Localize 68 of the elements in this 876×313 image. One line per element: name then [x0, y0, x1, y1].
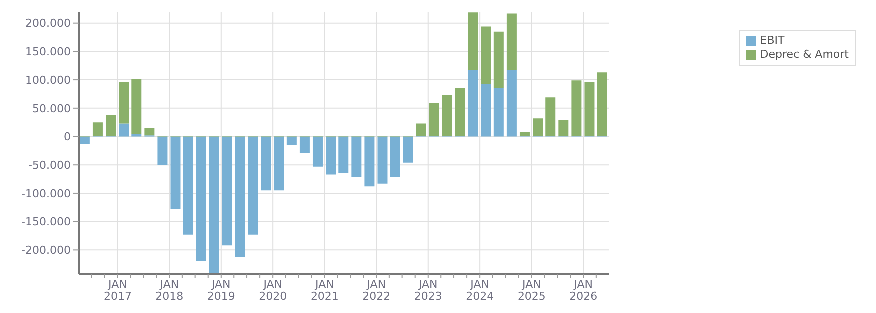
bar	[572, 80, 582, 136]
bar	[106, 115, 116, 136]
bar	[222, 136, 232, 246]
bar	[338, 136, 349, 174]
y-tick-label: 200.000	[26, 17, 71, 30]
bar	[378, 136, 388, 184]
bar	[119, 124, 130, 137]
bar	[300, 136, 310, 154]
x-tick-label: JAN 2020	[259, 278, 288, 303]
x-tick-label: JAN 2019	[207, 278, 236, 303]
bar	[546, 98, 556, 136]
bar	[248, 136, 258, 235]
y-tick-label: 150.000	[26, 46, 71, 59]
bar	[144, 128, 155, 136]
y-tick-label: -100.000	[22, 187, 71, 200]
bar	[119, 82, 130, 124]
bar	[584, 82, 595, 136]
bar	[364, 136, 375, 187]
bar	[455, 88, 466, 136]
bar	[170, 136, 181, 210]
bar	[533, 118, 544, 136]
bar	[558, 120, 569, 136]
bar	[494, 32, 504, 89]
bar	[506, 70, 517, 137]
y-tick-label: -50.000	[28, 159, 71, 172]
bar	[158, 136, 168, 166]
legend-label: EBIT	[759, 34, 786, 48]
bar	[312, 136, 323, 167]
bar	[183, 136, 194, 235]
bar	[235, 136, 246, 258]
bar	[286, 136, 297, 146]
bar	[429, 103, 440, 136]
bar	[442, 95, 452, 136]
x-tick-label: JAN 2022	[362, 278, 391, 303]
x-tick-label: JAN 2023	[414, 278, 442, 303]
bar	[506, 14, 517, 70]
bar	[468, 12, 478, 70]
bar	[196, 136, 206, 261]
x-tick-label: JAN 2026	[570, 278, 598, 303]
bar	[209, 136, 220, 274]
y-tick-label: 100.000	[26, 74, 71, 87]
bar	[494, 88, 504, 137]
bar	[481, 26, 492, 84]
bar	[481, 84, 492, 137]
y-tick-label: 50.000	[32, 102, 71, 116]
bar	[132, 134, 142, 137]
bar	[520, 132, 530, 136]
bar	[326, 136, 336, 175]
bar	[92, 122, 103, 136]
x-tick-label: JAN 2024	[466, 278, 494, 303]
x-tick-label: JAN 2018	[156, 278, 184, 303]
bar	[416, 124, 426, 136]
bar	[468, 70, 478, 137]
bar	[261, 136, 272, 191]
x-tick-label: JAN 2025	[518, 278, 546, 303]
bar	[352, 136, 362, 178]
x-tick-label: JAN 2017	[104, 278, 132, 303]
bar	[390, 136, 400, 178]
y-tick-label: -200.000	[22, 244, 71, 258]
legend-label: Deprec & Amort	[759, 48, 849, 62]
bar	[132, 79, 142, 134]
bar	[274, 136, 284, 191]
bar	[80, 136, 90, 144]
x-tick-label: JAN 2021	[310, 278, 339, 303]
y-tick-label: -150.000	[22, 216, 71, 229]
bar	[403, 136, 414, 163]
bar	[597, 72, 608, 136]
y-tick-label: 0	[64, 130, 71, 144]
